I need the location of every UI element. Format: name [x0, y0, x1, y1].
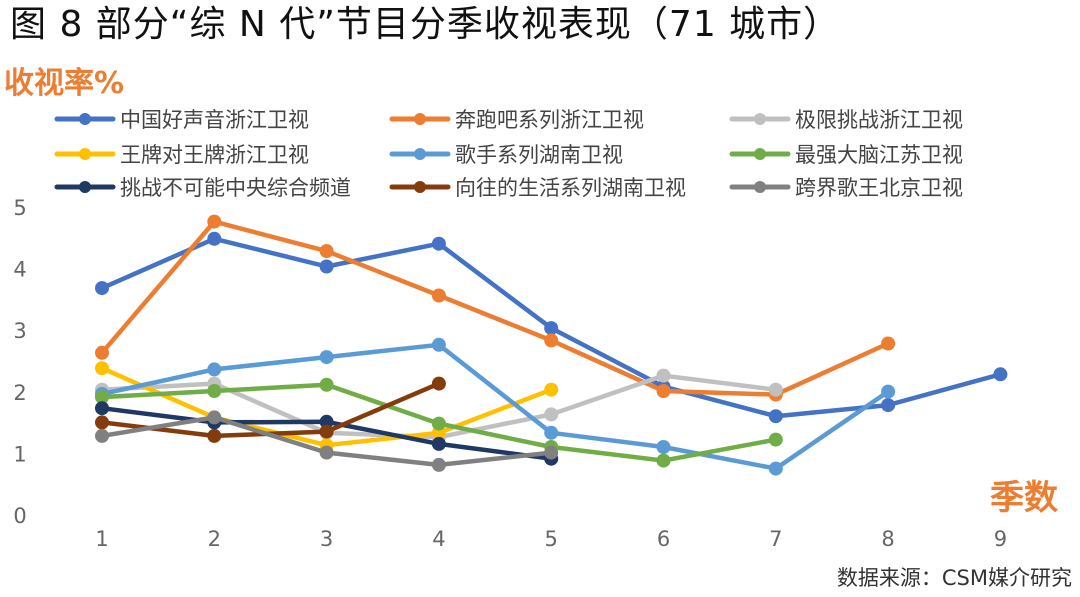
legend-label: 极限挑战浙江卫视 [795, 108, 963, 132]
data-point [768, 382, 783, 397]
legend-label: 中国好声音浙江卫视 [120, 108, 309, 132]
data-point [431, 376, 446, 391]
data-point [544, 425, 559, 440]
data-point [431, 436, 446, 451]
legend-label: 歌手系列湖南卫视 [455, 143, 623, 167]
data-point [95, 428, 109, 443]
x-tick-label: 5 [545, 527, 558, 551]
data-point [881, 398, 896, 413]
series-line [99, 342, 891, 471]
series [95, 337, 896, 476]
x-axis-ticks: 1 2 3 4 5 6 7 8 9 [95, 527, 1007, 551]
data-point [544, 321, 559, 336]
legend-swatch-marker [79, 148, 91, 160]
data-point [319, 259, 334, 274]
data-point [431, 288, 446, 303]
data-point [95, 415, 109, 430]
x-tick-label: 4 [432, 527, 445, 551]
data-point [207, 384, 222, 398]
source-note: 数据来源：CSM媒介研究 [836, 566, 1072, 590]
legend-swatch-marker [754, 181, 766, 193]
x-tick-label: 7 [769, 527, 782, 551]
legend-swatch-marker [79, 181, 91, 193]
y-axis-label: 收视率% [4, 66, 125, 101]
data-point [319, 350, 334, 365]
data-point [431, 236, 446, 251]
data-point [207, 231, 222, 246]
legend-swatch-marker [754, 148, 766, 160]
series [95, 410, 559, 472]
data-point [95, 390, 109, 405]
data-point [431, 337, 446, 352]
legend-swatch-marker [754, 113, 766, 125]
legend-label: 向往的生活系列湖南卫视 [455, 176, 686, 200]
series-lines [95, 214, 1008, 476]
data-point [207, 362, 222, 377]
legend-swatch-marker [414, 181, 426, 193]
data-point [656, 440, 671, 454]
data-point [319, 424, 334, 439]
data-point [881, 384, 896, 399]
data-point [207, 214, 222, 229]
data-point [431, 457, 446, 472]
data-point [207, 428, 222, 443]
series-line [99, 219, 891, 397]
data-point [95, 345, 109, 360]
y-tick-label: 1 [13, 442, 26, 466]
data-point [95, 281, 109, 296]
series [95, 214, 896, 402]
data-point [319, 244, 334, 259]
data-point [656, 384, 671, 398]
data-point [768, 461, 783, 476]
y-tick-label: 3 [13, 319, 26, 343]
data-point [544, 333, 559, 348]
data-point [319, 445, 334, 460]
x-tick-label: 2 [208, 527, 221, 551]
x-tick-label: 1 [95, 527, 108, 551]
data-point [656, 453, 671, 468]
data-point [544, 407, 559, 422]
page-title: 图 8 部分“综 N 代”节目分季收视表现（71 城市） [10, 4, 841, 45]
legend-swatch-marker [414, 148, 426, 160]
data-point [207, 410, 222, 425]
data-point [993, 367, 1008, 382]
legend-label: 最强大脑江苏卫视 [795, 143, 963, 167]
data-point [95, 361, 109, 376]
x-tick-label: 3 [320, 527, 333, 551]
x-axis-label: 季数 [990, 478, 1058, 518]
data-point [544, 445, 559, 460]
legend-label: 王牌对王牌浙江卫视 [120, 143, 309, 167]
x-tick-label: 6 [657, 527, 670, 551]
y-tick-label: 4 [13, 258, 26, 282]
y-tick-label: 5 [13, 196, 26, 220]
legend-label: 奔跑吧系列浙江卫视 [455, 108, 644, 132]
data-point [881, 336, 896, 351]
legend-swatch-marker [79, 113, 91, 125]
y-axis-ticks: 0 1 2 3 4 5 [13, 196, 26, 528]
data-point [768, 409, 783, 424]
legend-swatch-marker [414, 113, 426, 125]
data-point [319, 377, 334, 392]
legend-label: 跨界歌王北京卫视 [795, 176, 963, 200]
x-tick-label: 8 [881, 527, 894, 551]
data-point [319, 414, 334, 429]
legend-label: 挑战不可能中央综合频道 [120, 176, 351, 200]
data-point [95, 401, 109, 416]
data-point [768, 432, 783, 447]
data-point [544, 382, 559, 397]
data-point [656, 368, 671, 383]
x-tick-label: 9 [994, 527, 1007, 551]
y-tick-label: 0 [13, 504, 26, 528]
data-point [431, 416, 446, 431]
y-tick-label: 2 [13, 381, 26, 405]
